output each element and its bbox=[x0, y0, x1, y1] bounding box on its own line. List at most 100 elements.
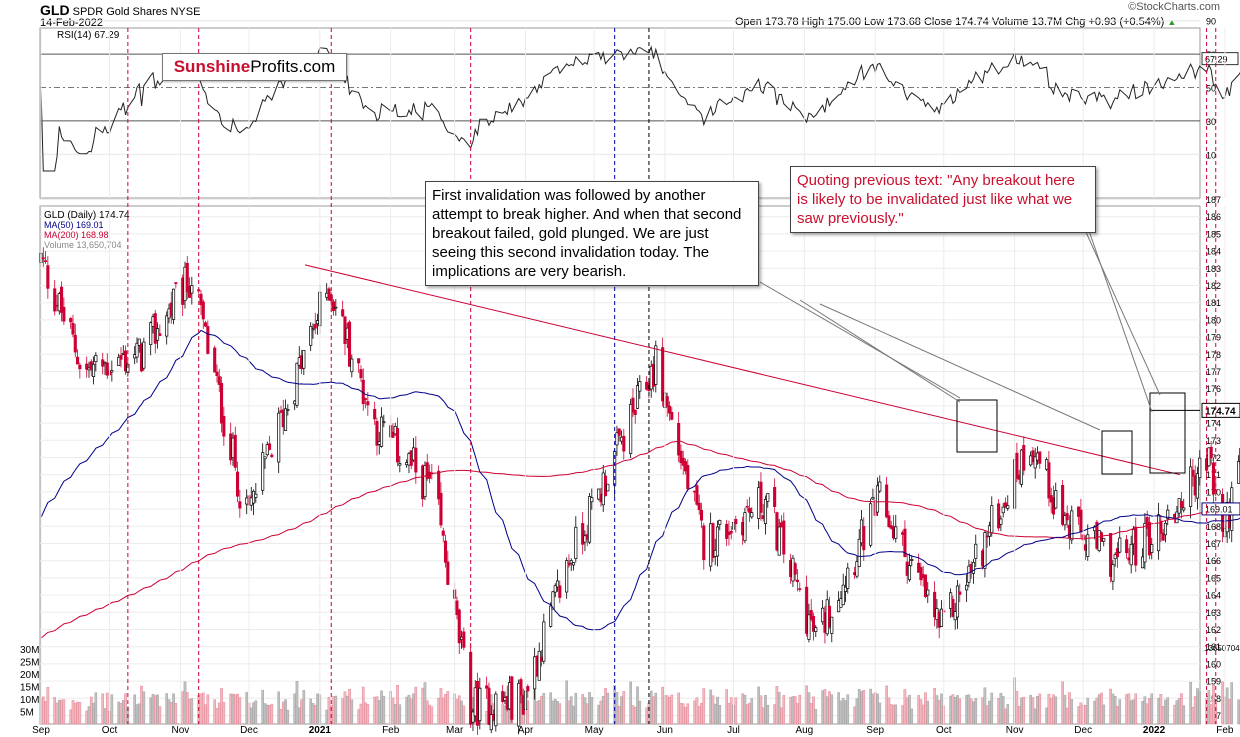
volume-bar bbox=[697, 706, 701, 725]
volume-bar bbox=[156, 694, 159, 725]
candle-body bbox=[471, 711, 475, 723]
candle-body bbox=[41, 257, 45, 260]
price-tick-label: 179 bbox=[1206, 333, 1221, 343]
candle-body bbox=[142, 341, 146, 369]
candle-body bbox=[1159, 520, 1163, 534]
price-tick-label: 182 bbox=[1206, 281, 1221, 291]
volume-bar bbox=[409, 698, 413, 725]
volume-bar bbox=[967, 694, 971, 725]
candle-body bbox=[1109, 532, 1113, 577]
legend-entry: MA(200) 168.98 bbox=[44, 230, 109, 240]
candle-body bbox=[1102, 538, 1106, 542]
volume-bar bbox=[585, 703, 589, 725]
volume-bar bbox=[814, 709, 818, 725]
candle-body bbox=[814, 627, 818, 632]
volume-bar bbox=[375, 696, 379, 725]
volume-bar bbox=[572, 705, 575, 725]
candle-body bbox=[254, 493, 258, 498]
volume-bar bbox=[101, 693, 105, 725]
volume-bar bbox=[537, 700, 541, 725]
volume-bar bbox=[919, 699, 923, 725]
volume-bar bbox=[670, 694, 674, 725]
volume-bar bbox=[709, 689, 712, 725]
candle-body bbox=[526, 686, 530, 692]
candle-body bbox=[1070, 510, 1074, 541]
volume-bar bbox=[958, 698, 962, 725]
volume-bar bbox=[622, 691, 626, 725]
volume-bar bbox=[713, 703, 717, 725]
candle-body bbox=[268, 443, 272, 450]
volume-bar bbox=[87, 706, 91, 725]
candle-body bbox=[295, 362, 299, 406]
volume-bar bbox=[679, 703, 683, 725]
candle-body bbox=[73, 334, 77, 353]
volume-bar bbox=[887, 697, 891, 725]
volume-bar bbox=[981, 697, 984, 725]
candle-body bbox=[745, 505, 749, 508]
volume-bar bbox=[327, 696, 331, 725]
x-tick-label: Sep bbox=[866, 725, 884, 736]
annotations: 174.74 169.01 bbox=[127, 28, 1240, 724]
volume-bar bbox=[286, 709, 290, 725]
candle-body bbox=[1125, 539, 1129, 554]
candle-body bbox=[206, 326, 210, 354]
candle-body bbox=[309, 326, 313, 346]
candle-body bbox=[809, 610, 813, 620]
candle-body bbox=[795, 579, 800, 583]
volume-bar bbox=[1061, 681, 1064, 725]
volume-bar bbox=[1150, 693, 1154, 725]
volume-bar bbox=[190, 698, 194, 725]
volume-bar bbox=[789, 697, 792, 725]
candle-body bbox=[955, 585, 960, 618]
volume-bar bbox=[1189, 681, 1192, 725]
volume-bar bbox=[350, 699, 354, 725]
x-tick-label: Jul bbox=[727, 725, 740, 736]
volume-bar bbox=[1207, 690, 1211, 725]
volume-bar bbox=[1086, 697, 1090, 725]
volume-bar bbox=[1191, 706, 1195, 725]
candle-body bbox=[971, 562, 976, 574]
volume-bar bbox=[103, 708, 107, 725]
candle-body bbox=[1115, 548, 1120, 558]
volume-bar bbox=[1161, 705, 1165, 725]
candle-body bbox=[549, 605, 553, 627]
candle-body bbox=[94, 355, 98, 363]
candle-body bbox=[510, 676, 514, 720]
volume-bar bbox=[885, 685, 888, 725]
volume-bar bbox=[345, 695, 349, 725]
volume-bar bbox=[405, 696, 408, 725]
volume-bar bbox=[167, 699, 171, 725]
candle-body bbox=[201, 301, 205, 320]
volume-bar bbox=[1022, 696, 1026, 725]
volume-bar bbox=[638, 700, 642, 725]
candle-body bbox=[1129, 544, 1133, 566]
candle-body bbox=[494, 693, 498, 727]
volume-bar bbox=[1077, 706, 1080, 725]
volume-bar bbox=[252, 702, 255, 725]
volume-bar bbox=[1079, 702, 1083, 725]
volume-bar bbox=[455, 698, 459, 725]
volume-bar bbox=[1065, 707, 1069, 725]
volume-bar bbox=[606, 692, 610, 725]
candle-body bbox=[697, 502, 701, 510]
price-tick-label: 168 bbox=[1206, 522, 1221, 532]
volume-bar bbox=[590, 697, 594, 725]
volume-bar bbox=[830, 694, 834, 725]
volume-bar bbox=[124, 693, 127, 725]
volume-bar bbox=[428, 704, 431, 725]
candle-body bbox=[887, 515, 891, 528]
volume-bar bbox=[569, 696, 573, 725]
candle-body bbox=[1047, 462, 1051, 499]
candle-body bbox=[213, 347, 217, 373]
volume-bar bbox=[601, 695, 605, 725]
volume-bar bbox=[908, 694, 911, 725]
candle-body bbox=[667, 405, 672, 414]
candle-body bbox=[71, 322, 75, 335]
volume-bar bbox=[1164, 699, 1167, 725]
volume-bar bbox=[972, 701, 975, 725]
volume-bar bbox=[901, 705, 904, 725]
legend-entry: GLD (Daily) 174.74 bbox=[44, 210, 130, 221]
volume-bar bbox=[1015, 691, 1019, 725]
candle-body bbox=[357, 358, 361, 364]
